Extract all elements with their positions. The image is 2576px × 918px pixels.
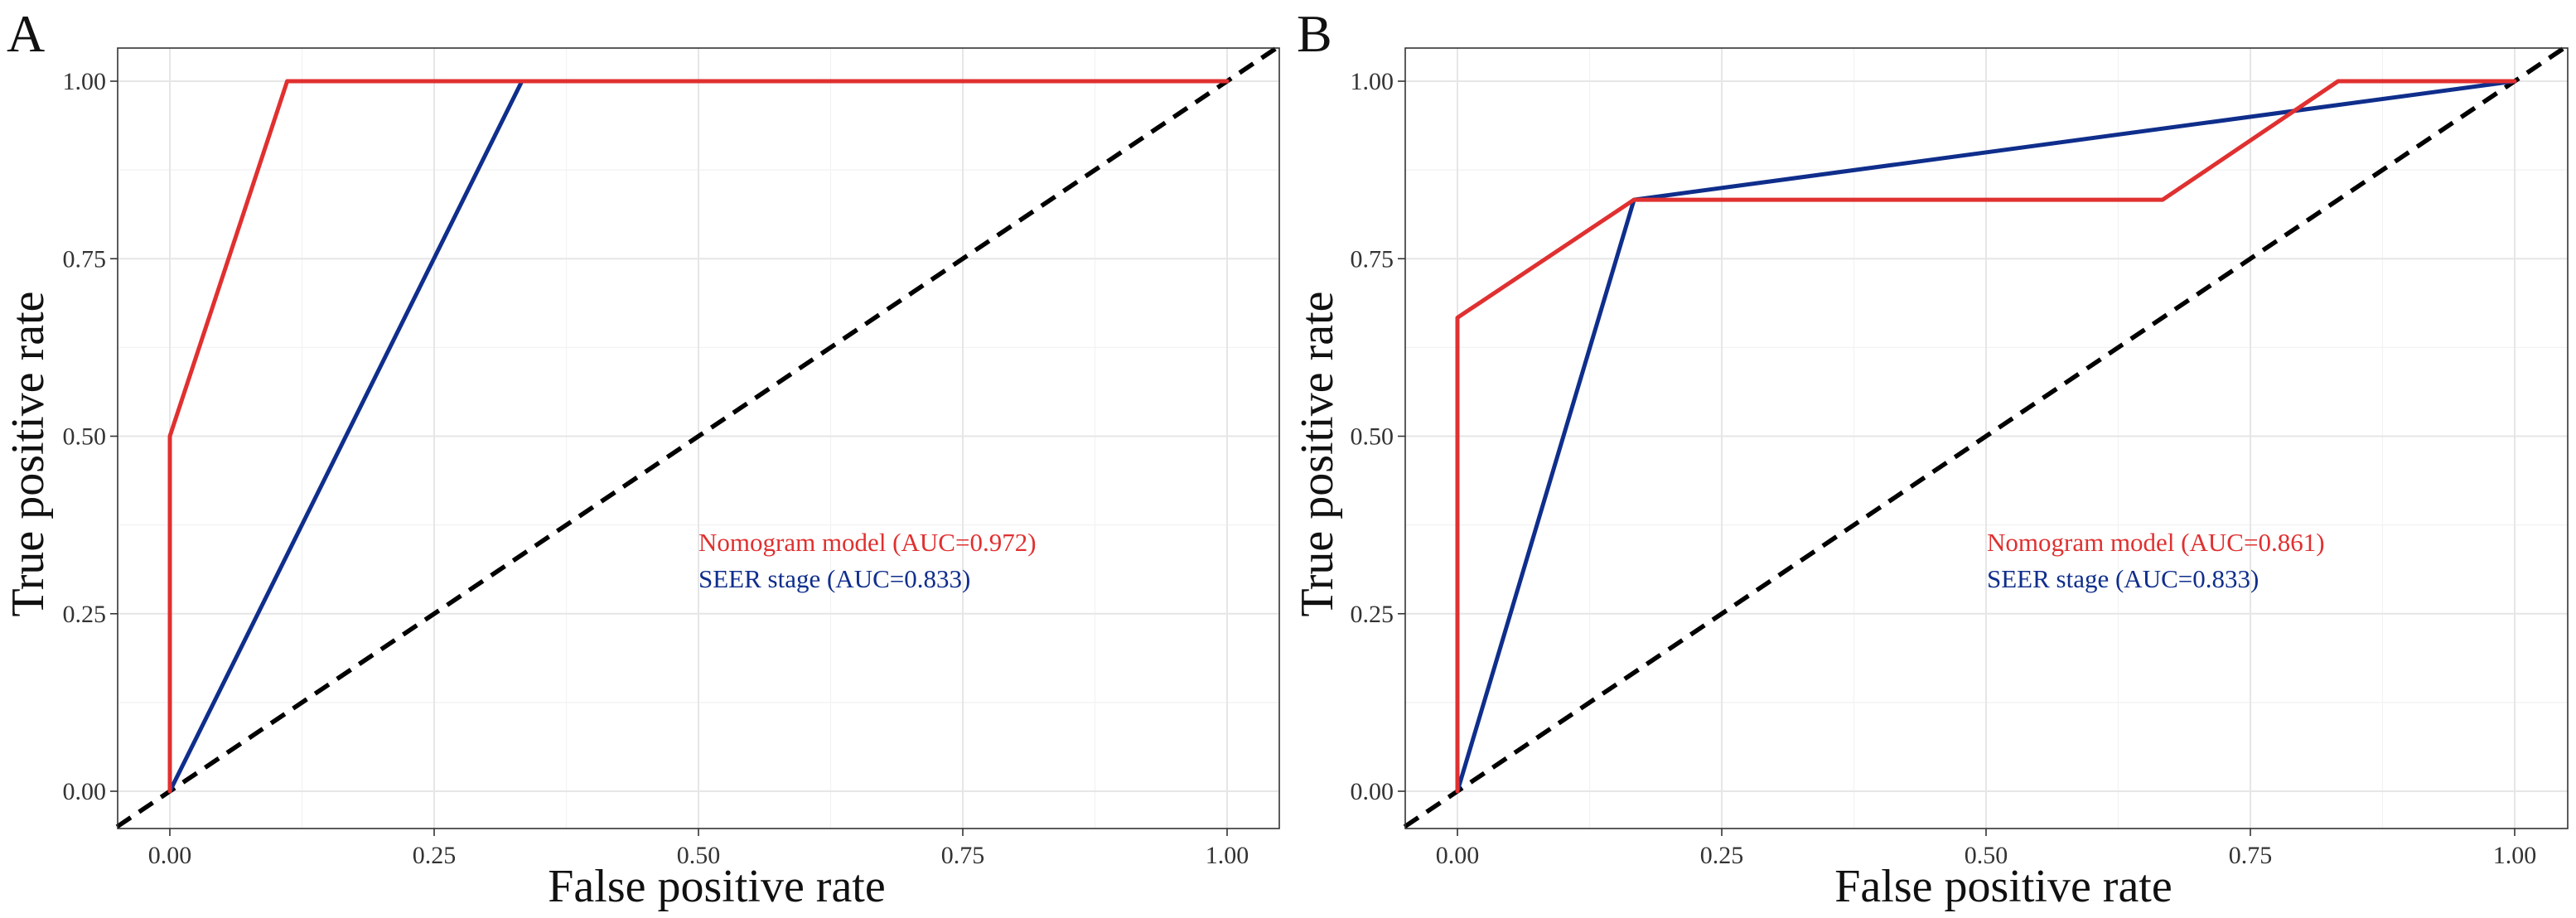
legend-entry-seer-stage: SEER stage (AUC=0.833)	[698, 564, 970, 593]
y-axis-title: True positive rate	[1292, 292, 1343, 617]
roc-series	[1455, 79, 2517, 794]
reference-dashed-line	[1403, 43, 2569, 829]
y-tick-label: 0.25	[1351, 601, 1394, 628]
x-tick-label: 0.25	[413, 842, 457, 869]
x-tick-label: 0.75	[2229, 842, 2273, 869]
y-tick-label: 0.50	[63, 423, 107, 451]
roc-panel-a: A 0.00 0.25 0.50 0.75 1.00 0.00 0.25 0.50 0.75 1.…	[2, 4, 1282, 912]
y-tick-label: 1.00	[1351, 68, 1394, 95]
roc-line-nomogram	[167, 79, 1230, 794]
y-tick-label: 1.00	[63, 68, 107, 95]
x-axis-title: False positive rate	[548, 861, 885, 912]
x-tick-label: 0.00	[148, 842, 192, 869]
legend-entry-nomogram: Nomogram model (AUC=0.972)	[698, 528, 1037, 557]
x-tick-label: 0.25	[1700, 842, 1744, 869]
y-axis-title: True positive rate	[2, 292, 54, 617]
legend: Nomogram model (AUC=0.972) SEER stage (A…	[698, 528, 1037, 593]
y-tick-label: 0.00	[63, 778, 107, 805]
x-axis-title: False positive rate	[1834, 861, 2172, 912]
x-tick-label: 0.50	[677, 842, 721, 869]
roc-panel-b: B 0.00 0.25 0.50 0.75 1.00 0.00 0.25 0.50 0.75 1.…	[1292, 4, 2569, 912]
panel-label: A	[7, 4, 45, 63]
y-tick-label: 0.00	[1351, 778, 1394, 805]
roc-line-nomogram	[1455, 79, 2517, 794]
y-tick-label: 0.75	[63, 245, 107, 273]
legend: Nomogram model (AUC=0.861) SEER stage (A…	[1987, 528, 2325, 593]
x-tick-label: 0.00	[1436, 842, 1480, 869]
x-tick-label: 1.00	[1206, 842, 1249, 869]
x-tick-label: 0.75	[941, 842, 985, 869]
legend-entry-seer-stage: SEER stage (AUC=0.833)	[1987, 564, 2259, 593]
legend-entry-nomogram: Nomogram model (AUC=0.861)	[1987, 528, 2325, 557]
reference-diagonal	[1403, 43, 2569, 829]
x-tick-label: 0.50	[1965, 842, 2008, 869]
reference-diagonal	[115, 43, 1282, 829]
y-tick-label: 0.50	[1351, 423, 1394, 451]
roc-series	[167, 79, 1230, 794]
y-tick-label: 0.25	[63, 601, 107, 628]
panel-label: B	[1297, 4, 1332, 63]
y-tick-label: 0.75	[1351, 245, 1394, 273]
axis-ticks: 0.00 0.25 0.50 0.75 1.00 0.00 0.25 0.50 0.75 1.00	[63, 68, 1249, 869]
x-tick-label: 1.00	[2493, 842, 2537, 869]
reference-dashed-line	[115, 43, 1282, 829]
axis-ticks: 0.00 0.25 0.50 0.75 1.00 0.00 0.25 0.50 0.75 1.00	[1351, 68, 2537, 869]
